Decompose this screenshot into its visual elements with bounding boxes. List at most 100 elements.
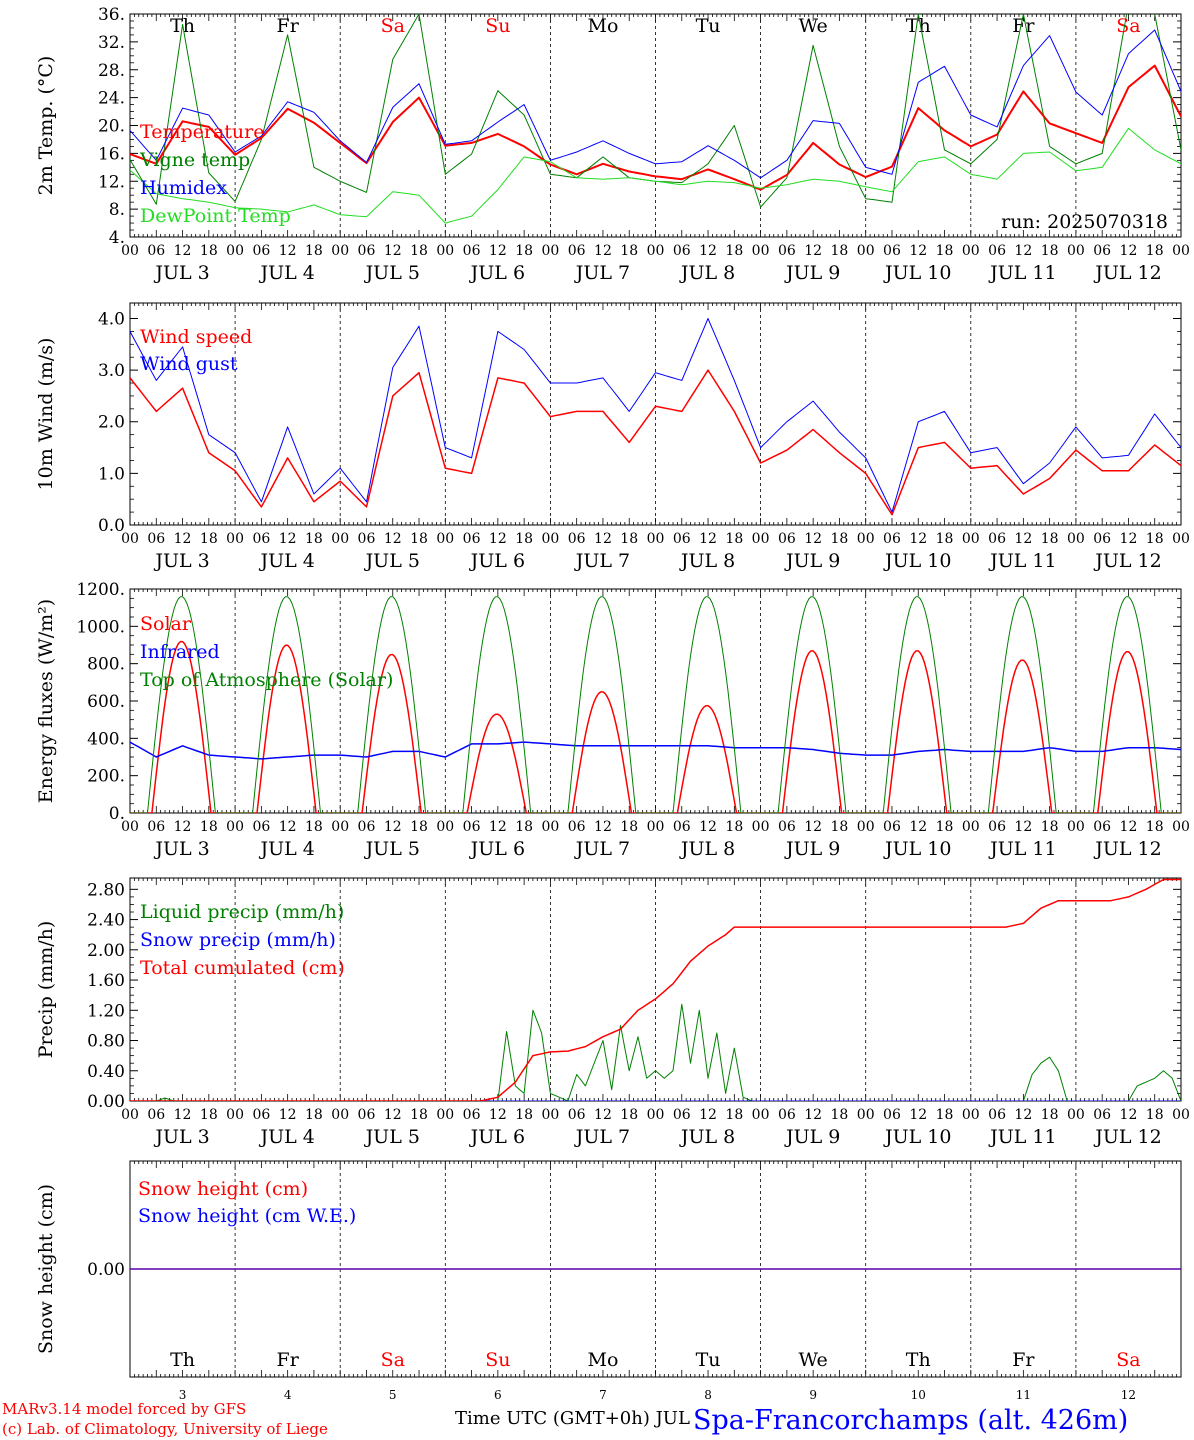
day-number-label: 4 bbox=[284, 1388, 292, 1402]
hour-tick-label: 18 bbox=[200, 243, 218, 259]
day-abbr-label: Fr bbox=[277, 15, 300, 37]
hour-tick-label: 18 bbox=[305, 1107, 323, 1123]
series-line-liquid-precip-mm-h- bbox=[130, 1003, 1181, 1101]
hour-tick-label: 18 bbox=[200, 1107, 218, 1123]
series-group bbox=[130, 596, 1181, 813]
hour-tick-label: 18 bbox=[1041, 531, 1059, 547]
hour-tick-label: 00 bbox=[1067, 819, 1085, 835]
y-tick-label: 0.0 bbox=[98, 516, 125, 536]
hour-tick-label: 12 bbox=[1014, 1107, 1032, 1123]
hour-tick-label: 12 bbox=[699, 819, 717, 835]
day-abbr-label: Th bbox=[906, 15, 931, 37]
hour-tick-label: 12 bbox=[699, 531, 717, 547]
hour-tick-label: 06 bbox=[778, 1107, 796, 1123]
legend-entry: Humidex bbox=[140, 177, 227, 199]
hour-tick-label: 12 bbox=[489, 819, 507, 835]
hour-tick-label: 00 bbox=[226, 819, 244, 835]
day-abbr-label: Fr bbox=[1012, 15, 1035, 37]
y-tick-label: 0.40 bbox=[87, 1062, 125, 1082]
hour-tick-label: 00 bbox=[121, 531, 139, 547]
hour-tick-label: 18 bbox=[410, 819, 428, 835]
hour-tick-label: 06 bbox=[358, 1107, 376, 1123]
hour-tick-label: 12 bbox=[804, 819, 822, 835]
day-abbr-label: Su bbox=[485, 1349, 510, 1371]
date-label: JUL 11 bbox=[988, 262, 1056, 284]
model-credit: MARv3.14 model forced by GFS bbox=[2, 1400, 246, 1418]
hour-tick-label: 12 bbox=[594, 819, 612, 835]
y-tick-label: 0. bbox=[109, 804, 125, 824]
hour-tick-label: 00 bbox=[752, 819, 770, 835]
hour-tick-label: 06 bbox=[252, 243, 270, 259]
hour-tick-label: 18 bbox=[725, 1107, 743, 1123]
date-label: JUL 5 bbox=[364, 1126, 420, 1148]
hour-tick-label: 18 bbox=[410, 243, 428, 259]
legend-entry: Snow height (cm W.E.) bbox=[138, 1205, 356, 1227]
hour-tick-label: 06 bbox=[1093, 819, 1111, 835]
y-tick-label: 1200. bbox=[76, 580, 125, 600]
day-abbr-label: Tu bbox=[696, 15, 721, 37]
y-tick-label: 36. bbox=[98, 5, 125, 25]
hour-tick-label: 12 bbox=[1120, 531, 1138, 547]
y-tick-label: 2.80 bbox=[87, 880, 125, 900]
hour-tick-label: 00 bbox=[1172, 819, 1190, 835]
hour-tick-label: 06 bbox=[778, 243, 796, 259]
hour-tick-label: 00 bbox=[226, 531, 244, 547]
station-title: Spa-Francorchamps (alt. 426m) bbox=[693, 1405, 1128, 1436]
plot-frame bbox=[129, 13, 1182, 238]
hour-tick-label: 00 bbox=[1172, 531, 1190, 547]
hour-tick-label: 06 bbox=[673, 243, 691, 259]
hour-tick-label: 00 bbox=[752, 243, 770, 259]
hour-tick-label: 18 bbox=[200, 531, 218, 547]
hour-tick-label: 12 bbox=[699, 1107, 717, 1123]
hour-tick-label: 00 bbox=[962, 1107, 980, 1123]
y-tick-label: 600. bbox=[87, 692, 125, 712]
hour-tick-label: 18 bbox=[515, 531, 533, 547]
y-tick-label: 32. bbox=[98, 33, 125, 53]
y-tick-label: 2.40 bbox=[87, 911, 125, 931]
hour-tick-label: 00 bbox=[1067, 1107, 1085, 1123]
date-label: JUL 10 bbox=[883, 550, 951, 572]
series-line-dewpoint-temp bbox=[130, 127, 1181, 224]
panel-precip: 0.00 0.40 0.80 1.20 1.60 2.00 2.40 2.80 Precip (… bbox=[35, 877, 1190, 1148]
hour-tick-label: 18 bbox=[1146, 243, 1164, 259]
y-axis-title: Precip (mm/h) bbox=[35, 921, 57, 1059]
hour-tick-label: 18 bbox=[725, 531, 743, 547]
legend-entry: Wind gust bbox=[140, 353, 238, 375]
date-label: JUL 3 bbox=[153, 838, 209, 860]
y-tick-label: 4.0 bbox=[98, 309, 125, 329]
hour-tick-label: 06 bbox=[358, 819, 376, 835]
day-abbr-label: Fr bbox=[277, 1349, 300, 1371]
hour-tick-label: 12 bbox=[1014, 531, 1032, 547]
hour-tick-label: 06 bbox=[358, 531, 376, 547]
date-label: JUL 7 bbox=[574, 1126, 630, 1148]
y-tick-label: 0.00 bbox=[87, 1260, 125, 1280]
hour-tick-label: 18 bbox=[515, 819, 533, 835]
day-number-label: 10 bbox=[911, 1388, 926, 1402]
day-abbr-label: Sa bbox=[381, 15, 405, 37]
hour-tick-label: 00 bbox=[121, 243, 139, 259]
hour-tick-label: 18 bbox=[620, 819, 638, 835]
panel-snow: 0.00 Snow height (cm) Th Fr Sa Su Mo Tu We Th Fr Sa… bbox=[35, 1160, 1182, 1402]
day-abbr-label: Tu bbox=[696, 1349, 721, 1371]
series-line-infrared bbox=[130, 741, 1181, 760]
hour-tick-label: 00 bbox=[541, 243, 559, 259]
hour-tick-label: 12 bbox=[699, 243, 717, 259]
series-line-solar bbox=[130, 640, 1181, 813]
date-label: JUL 10 bbox=[883, 1126, 951, 1148]
day-number-label: 5 bbox=[389, 1388, 397, 1402]
hour-tick-label: 06 bbox=[988, 243, 1006, 259]
date-label: JUL 4 bbox=[258, 1126, 314, 1148]
legend-entry: Snow height (cm) bbox=[138, 1178, 308, 1200]
hour-tick-label: 00 bbox=[647, 531, 665, 547]
hour-tick-label: 00 bbox=[647, 243, 665, 259]
hour-tick-label: 06 bbox=[778, 531, 796, 547]
hour-tick-label: 12 bbox=[384, 819, 402, 835]
hour-tick-label: 06 bbox=[463, 243, 481, 259]
date-label: JUL 7 bbox=[574, 838, 630, 860]
day-abbr-label: We bbox=[799, 15, 828, 37]
hour-tick-label: 00 bbox=[962, 819, 980, 835]
day-abbr-label: Mo bbox=[587, 1349, 618, 1371]
series-group bbox=[130, 14, 1181, 224]
hour-tick-label: 00 bbox=[752, 1107, 770, 1123]
